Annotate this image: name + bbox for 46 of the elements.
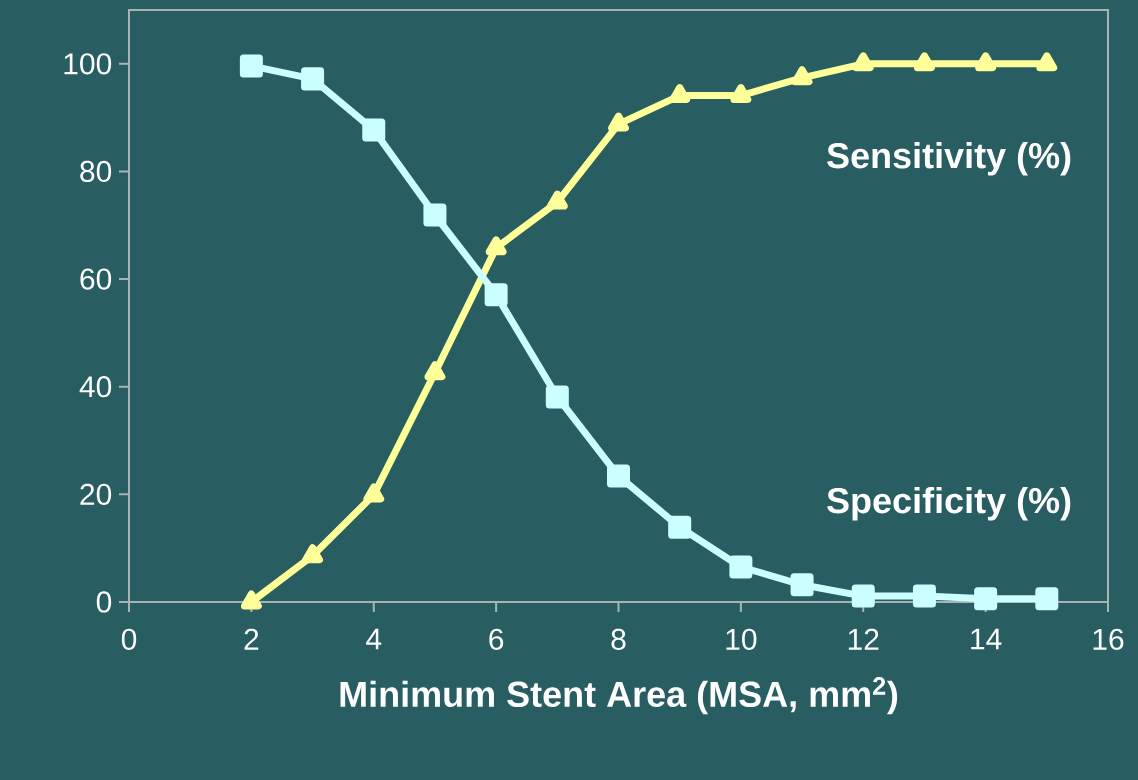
point bbox=[301, 67, 325, 91]
y-tick-label: 40 bbox=[79, 376, 112, 398]
point bbox=[485, 236, 507, 256]
x-tick-label: 10 bbox=[726, 628, 757, 650]
x-tick-label: 6 bbox=[489, 628, 504, 650]
point bbox=[912, 584, 936, 608]
y-tick-label: 100 bbox=[64, 53, 112, 75]
point bbox=[484, 283, 508, 307]
point bbox=[607, 464, 631, 488]
point bbox=[974, 587, 998, 611]
point bbox=[914, 52, 935, 72]
point bbox=[1036, 52, 1058, 72]
point bbox=[1035, 587, 1059, 611]
point bbox=[669, 84, 691, 104]
x-tick-label: 16 bbox=[1093, 628, 1124, 650]
point bbox=[423, 203, 447, 227]
point bbox=[424, 361, 446, 381]
point bbox=[546, 190, 568, 210]
point bbox=[240, 590, 262, 610]
point bbox=[608, 112, 629, 132]
y-tick-label: 20 bbox=[80, 483, 112, 505]
series-label: Sensitivity (%) bbox=[827, 142, 1071, 176]
point bbox=[730, 84, 752, 104]
point bbox=[362, 118, 386, 142]
point bbox=[790, 573, 814, 597]
x-axis-title: Minimum Stent Area (MSA, mm$^{2}$) bbox=[340, 677, 898, 715]
x-tick-label: 0 bbox=[121, 628, 137, 650]
point bbox=[852, 52, 874, 72]
point bbox=[239, 54, 263, 78]
x-tick-label: 14 bbox=[971, 628, 1002, 650]
x-tick-label: 4 bbox=[366, 628, 382, 650]
point bbox=[668, 515, 692, 539]
point bbox=[545, 385, 569, 409]
point bbox=[791, 66, 813, 86]
point bbox=[851, 584, 875, 608]
y-tick-label: 0 bbox=[96, 591, 112, 613]
point bbox=[302, 544, 323, 564]
x-tick-label: 12 bbox=[848, 628, 879, 650]
series-label: Specificity (%) bbox=[827, 486, 1071, 521]
point bbox=[975, 52, 997, 72]
x-tick-label: 2 bbox=[244, 628, 259, 650]
x-tick-label: 8 bbox=[611, 628, 626, 650]
y-tick-label: 80 bbox=[80, 160, 112, 183]
y-tick-label: 60 bbox=[80, 268, 112, 290]
point bbox=[729, 555, 753, 579]
point bbox=[363, 483, 385, 503]
